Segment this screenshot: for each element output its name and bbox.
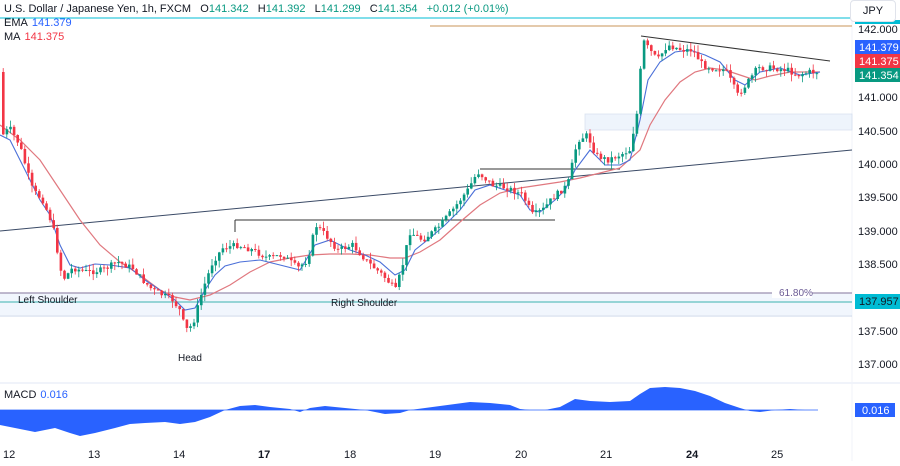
neckline-badge-text: 137.957	[859, 296, 899, 308]
ma-badge	[855, 54, 900, 68]
ema-label: EMA	[4, 17, 28, 29]
ema-badge	[855, 40, 900, 54]
price-tick: 138.500	[858, 259, 898, 271]
price-axis[interactable]: 142.000 141.000 140.500 140.000 139.500 …	[858, 24, 898, 371]
right-shoulder-label: Right Shoulder	[331, 298, 398, 309]
high-label: H	[257, 3, 266, 15]
descending-trendline	[640, 35, 831, 62]
price-tick: 142.000	[858, 24, 898, 36]
close-badge	[855, 68, 900, 82]
high-value: 141.392	[265, 3, 306, 15]
time-tick: 19	[429, 449, 441, 461]
time-tick: 24	[686, 449, 699, 461]
time-tick: 13	[88, 449, 100, 461]
neckline-badge	[855, 294, 900, 309]
ma-badge-text: 141.375	[859, 56, 899, 68]
time-axis[interactable]: 12 13 14 17 18 19 20 21 24 25	[3, 449, 783, 461]
time-tick: 17	[258, 449, 270, 461]
price-tick: 139.000	[858, 226, 898, 238]
currency-button[interactable]: JPY	[850, 0, 896, 22]
close-badge-text: 141.354	[859, 70, 899, 82]
low-value: 141.299	[320, 3, 361, 15]
change-value: +0.012 (+0.01%)	[426, 3, 509, 15]
level-badge-partial	[855, 20, 900, 24]
close-label: C	[369, 3, 378, 15]
fib-label-bg	[772, 287, 812, 298]
price-tick: 140.000	[858, 159, 898, 171]
low-label: L	[314, 3, 321, 15]
macd-area	[0, 387, 818, 436]
macd-label: MACD	[4, 389, 37, 401]
price-tick: 137.000	[858, 359, 898, 371]
macd-badge	[855, 403, 895, 417]
time-tick: 21	[600, 449, 612, 461]
support-zone	[0, 293, 852, 315]
macd-legend[interactable]: MACD 0.016	[4, 389, 68, 401]
symbol-title[interactable]: U.S. Dollar / Japanese Yen, 1h, FXCM	[4, 3, 192, 15]
ma-value: 141.375	[24, 31, 65, 43]
time-tick: 14	[173, 449, 185, 461]
close-value: 141.354	[377, 3, 418, 15]
head-label: Head	[178, 353, 202, 364]
ema-value: 141.379	[31, 17, 72, 29]
ma-legend[interactable]: MA 141.375	[4, 30, 509, 44]
chart-legend: U.S. Dollar / Japanese Yen, 1h, FXCM O14…	[4, 2, 509, 44]
price-tick: 139.500	[858, 192, 898, 204]
price-badges: 141.379 141.375 141.354 137.957 0.016	[855, 40, 900, 417]
fib-level-label: 61.80%	[779, 288, 813, 299]
ema-legend[interactable]: EMA 141.379	[4, 16, 509, 30]
open-label: O	[200, 3, 209, 15]
time-tick: 12	[3, 449, 15, 461]
ma-line	[0, 67, 820, 301]
price-tick: 137.500	[858, 326, 898, 338]
price-tick: 140.500	[858, 126, 898, 138]
symbol-header[interactable]: U.S. Dollar / Japanese Yen, 1h, FXCM O14…	[4, 2, 509, 16]
time-tick: 20	[515, 449, 527, 461]
open-value: 141.342	[208, 3, 249, 15]
time-tick: 25	[771, 449, 783, 461]
resistance-zone	[584, 113, 853, 131]
rising-trendline	[0, 149, 853, 232]
ema-badge-text: 141.379	[859, 42, 899, 54]
macd-value: 0.016	[40, 389, 68, 401]
macd-badge-text: 0.016	[862, 405, 890, 417]
left-shoulder-label: Left Shoulder	[18, 295, 78, 306]
ema-line	[0, 49, 821, 311]
time-tick: 18	[344, 449, 356, 461]
price-tick: 141.000	[858, 92, 898, 104]
candlestick-series	[2, 38, 819, 333]
ma-label: MA	[4, 31, 21, 43]
